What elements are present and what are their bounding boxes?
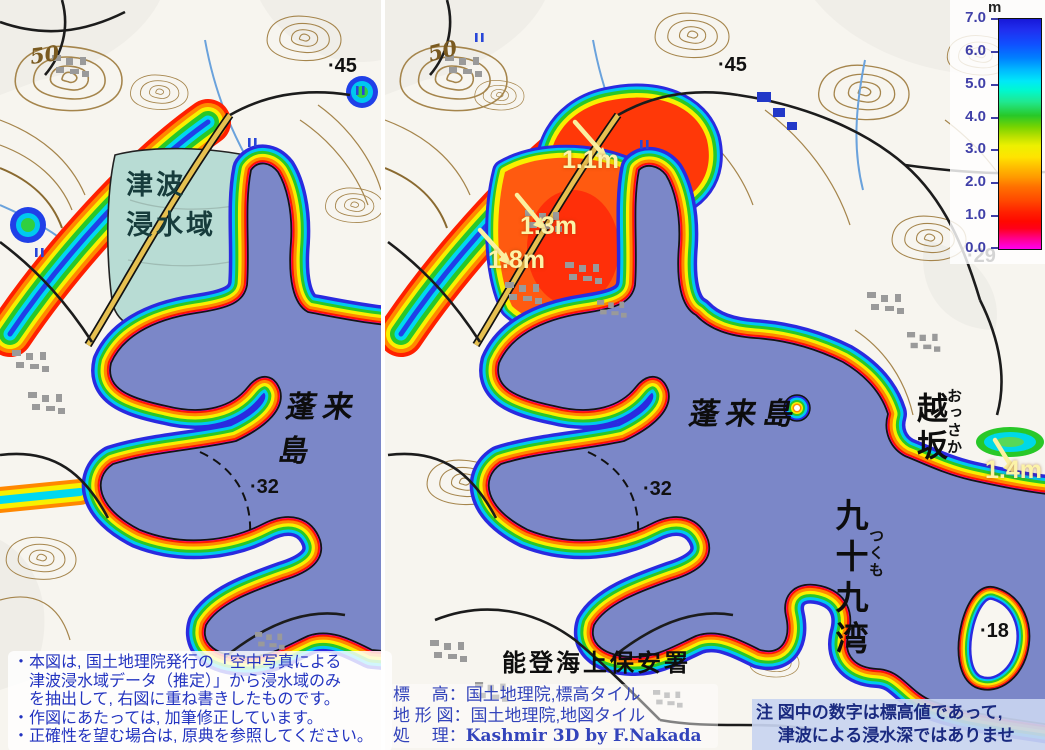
legend-tick-1: 1.0 xyxy=(965,206,986,223)
source-line-processing: 処 理：Kashmir 3D by F.Nakada xyxy=(393,726,715,747)
map-panel-right: 蓬来島 50 ·45 ·32 ·29 ·18 1.1m 1.3m 1.8m 1.… xyxy=(385,0,1045,750)
right-map-canvas xyxy=(385,0,1045,750)
disclaimer-line: 注 図中の数字は標高値であって, xyxy=(756,703,1003,722)
left-roads xyxy=(0,0,351,659)
spot-height-32-left: ·32 xyxy=(250,476,279,498)
legend-tick-4: 4.0 xyxy=(965,108,986,125)
place-ruby-ossaka: おっさか xyxy=(945,388,962,456)
depth-label-1-8m: 1.8m xyxy=(488,246,545,274)
legend-color-bar xyxy=(998,18,1042,250)
contour-value-label-left: 50 xyxy=(28,40,61,69)
source-processing-value: Kashmir 3D by F.Nakada xyxy=(465,726,702,746)
elevation-disclaimer-note: 注 図中の数字は標高値であって, 津波による浸水深ではありません。 xyxy=(752,699,1045,750)
spot-height-32-right: ·32 xyxy=(643,478,672,500)
legend-tickmark xyxy=(991,18,998,20)
right-boundary-dashes xyxy=(587,451,640,536)
disclaimer-line: 津波による浸水深ではありません。 xyxy=(756,726,1015,750)
legend-tickmark xyxy=(991,215,998,217)
note-line: ・作図にあたっては, 加筆修正しています。 xyxy=(13,709,323,727)
map-panel-left: 津波 浸水域 蓬来島 50 ·45 ·32 xyxy=(0,0,381,750)
public-building-symbols xyxy=(757,92,797,130)
depth-label-1-1m: 1.1m xyxy=(562,146,619,174)
legend-tick-7: 7.0 xyxy=(965,9,986,26)
legend-tickmark xyxy=(991,117,998,119)
legend-unit-label: m xyxy=(988,0,1002,16)
source-line: 標 高：国土地理院,標高タイル xyxy=(393,685,641,704)
right-small-inundation-patches xyxy=(976,427,1044,457)
legend-tick-3: 3.0 xyxy=(965,140,986,157)
panel-divider xyxy=(381,0,385,750)
source-line: 地 形 図：国土地理院,地図タイル xyxy=(393,705,646,725)
legend-tick-2: 2.0 xyxy=(965,173,986,190)
legend-tickmark xyxy=(991,149,998,151)
note-line: ・本図は, 国土地理院発行の「空中写真による xyxy=(13,654,342,671)
spot-height-45-right: ·45 xyxy=(718,54,747,76)
legend-tickmark xyxy=(991,51,998,53)
legend-tick-6: 6.0 xyxy=(965,42,986,59)
note-line: を抽出して, 右図に重ね書きしたものです。 xyxy=(13,691,340,709)
source-processing-label: 処 理： xyxy=(393,726,466,745)
place-label-koshizaka: 越坂 xyxy=(912,392,947,466)
depth-label-1-3m: 1.3m xyxy=(520,212,577,240)
depth-arrow-1-4m xyxy=(992,437,1016,474)
note-line: ・正確性を望む場合は, 原典を参照してください。 xyxy=(13,728,373,746)
left-boundary-dashes xyxy=(199,451,252,536)
legend-tickmark xyxy=(991,247,998,249)
legend-tickmark xyxy=(991,182,998,184)
right-roads xyxy=(387,0,1045,732)
left-valley-inundation-strip xyxy=(0,99,231,357)
note-line: 津波浸水域データ（推定）」から浸水域のみ xyxy=(13,672,342,690)
depth-legend: m 7.0 6.0 5.0 4.0 3.0 2.0 1.0 0.0 xyxy=(950,0,1045,264)
coast-guard-station-label: 能登海上保安署 xyxy=(502,650,691,677)
legend-tick-5: 5.0 xyxy=(965,75,986,92)
data-source-credits: 標 高：国土地理院,標高タイル 地 形 図：国土地理院,地図タイル 処 理：Ka… xyxy=(390,684,718,748)
depth-arrow-1-1m xyxy=(572,119,609,162)
depth-label-1-4m: 1.4m xyxy=(985,456,1042,484)
horai-islet xyxy=(783,394,811,422)
island-label-right: 蓬来島 xyxy=(686,397,804,432)
legend-tick-0: 0.0 xyxy=(965,239,986,256)
depth-arrow-1-3m xyxy=(514,192,547,231)
left-note-box: ・本図は, 国土地理院発行の「空中写真による 津波浸水域データ（推定）」から浸水… xyxy=(8,651,392,750)
bay-ruby-tsukumo: つくも xyxy=(867,528,884,579)
legend-tickmark xyxy=(991,84,998,86)
tsunami-zone-label: 津波 浸水域 xyxy=(126,170,216,240)
bay-label-tsukumo: 九十九湾 xyxy=(830,498,869,662)
island-label-left: 蓬来島 xyxy=(275,390,364,469)
left-map-canvas xyxy=(0,0,381,750)
spot-height-45-left: ·45 xyxy=(328,55,357,77)
depth-arrow-1-8m xyxy=(477,227,512,266)
spot-height-18: ·18 xyxy=(980,620,1009,642)
